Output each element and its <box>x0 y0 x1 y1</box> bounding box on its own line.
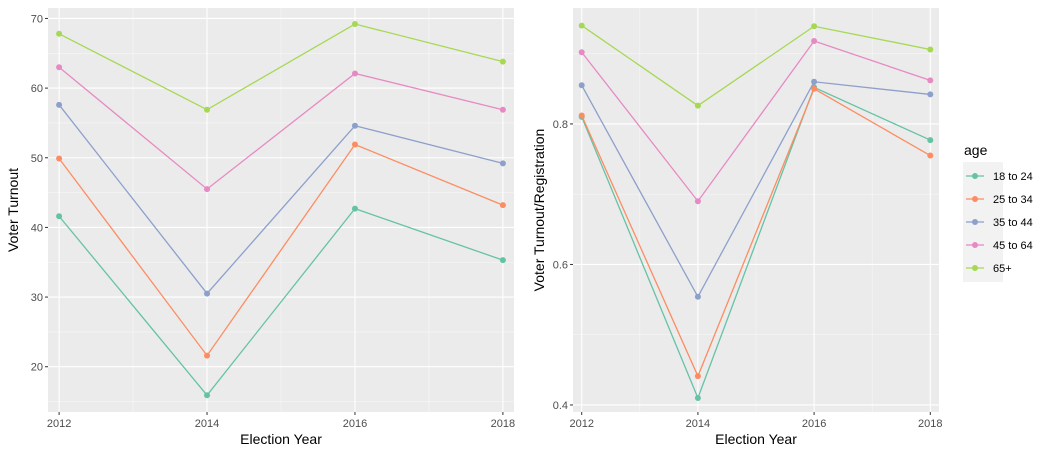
x-axis-title: Election Year <box>240 431 322 447</box>
data-point <box>351 205 358 212</box>
series-line <box>58 207 504 397</box>
data-point <box>578 112 585 119</box>
y-tick-label: 60 <box>31 83 43 95</box>
x-axis-title: Election Year <box>715 431 797 447</box>
legend-key-point <box>972 196 978 202</box>
legend-items: 18 to 24 25 to 34 35 to 44 45 to 64 65+ <box>965 166 1033 278</box>
series-line <box>58 143 504 357</box>
data-point <box>351 70 358 77</box>
right-chart: 2012 2014 2016 2018 0.4 0.6 0.8 Election Year Vo… <box>531 8 943 447</box>
data-point <box>578 22 585 29</box>
data-point <box>351 141 358 148</box>
y-axis-title: Voter Turnout/Registration <box>531 129 547 292</box>
data-point <box>694 394 701 401</box>
y-tick-label: 0.4 <box>553 400 568 412</box>
y-axis-title: Voter Turnout <box>5 168 21 252</box>
series-line <box>58 23 504 111</box>
series-line <box>58 104 504 295</box>
data-point <box>204 392 211 399</box>
legend-title: age <box>964 142 988 158</box>
data-point <box>694 293 701 300</box>
x-tick-label: 2012 <box>47 418 71 430</box>
legend-key-point <box>972 173 978 179</box>
legend-label: 65+ <box>993 263 1012 275</box>
data-point <box>811 38 818 45</box>
data-point <box>927 91 934 98</box>
data-point <box>499 58 506 65</box>
legend-label: 25 to 34 <box>993 194 1033 206</box>
y-tick-label: 20 <box>31 362 43 374</box>
legend-key-point <box>972 219 978 225</box>
legend-key-point <box>972 242 978 248</box>
series-line <box>58 66 504 190</box>
data-point <box>927 46 934 53</box>
legend-label: 45 to 64 <box>993 240 1033 252</box>
data-point <box>56 155 63 162</box>
series-line <box>581 81 931 299</box>
data-point <box>578 82 585 89</box>
data-point <box>56 64 63 71</box>
data-point <box>351 122 358 129</box>
x-tick-label: 2016 <box>802 418 826 430</box>
data-point <box>499 160 506 167</box>
data-point <box>927 77 934 84</box>
data-point <box>204 352 211 359</box>
data-point <box>204 106 211 113</box>
data-point <box>499 202 506 209</box>
x-tick-label: 2018 <box>491 418 515 430</box>
data-point <box>56 213 63 220</box>
series-line <box>581 40 931 203</box>
series-line <box>581 25 931 107</box>
legend-key-point <box>972 265 978 271</box>
left-chart: 2012 2014 2016 2018 20 30 40 50 60 70 Election Yea… <box>5 8 515 447</box>
data-point <box>204 290 211 297</box>
data-point <box>499 257 506 264</box>
y-tick-label: 0.8 <box>553 119 568 131</box>
data-point <box>811 85 818 92</box>
data-point <box>811 78 818 85</box>
data-point <box>927 152 934 159</box>
y-tick-label: 0.6 <box>553 259 568 271</box>
data-point <box>694 373 701 380</box>
data-point <box>56 30 63 37</box>
series-line <box>581 86 931 400</box>
legend-label: 35 to 44 <box>993 217 1033 229</box>
data-point <box>578 49 585 56</box>
x-tick-label: 2014 <box>195 418 219 430</box>
x-tick-label: 2016 <box>343 418 367 430</box>
data-point <box>694 198 701 205</box>
y-tick-label: 50 <box>31 153 43 165</box>
y-tick-label: 30 <box>31 292 43 304</box>
series-line <box>581 87 931 378</box>
data-point <box>499 106 506 113</box>
data-point <box>811 23 818 30</box>
x-tick-label: 2012 <box>569 418 593 430</box>
data-point <box>927 137 934 144</box>
x-tick-label: 2018 <box>918 418 942 430</box>
data-point <box>56 101 63 108</box>
data-point <box>351 21 358 28</box>
legend: age 18 to 24 25 to 34 35 to 44 45 to 64 65+ <box>963 142 1033 282</box>
y-tick-label: 70 <box>31 13 43 25</box>
legend-label: 18 to 24 <box>993 171 1033 183</box>
data-point <box>694 102 701 109</box>
data-point <box>204 186 211 193</box>
x-tick-label: 2014 <box>686 418 710 430</box>
y-tick-label: 40 <box>31 222 43 234</box>
